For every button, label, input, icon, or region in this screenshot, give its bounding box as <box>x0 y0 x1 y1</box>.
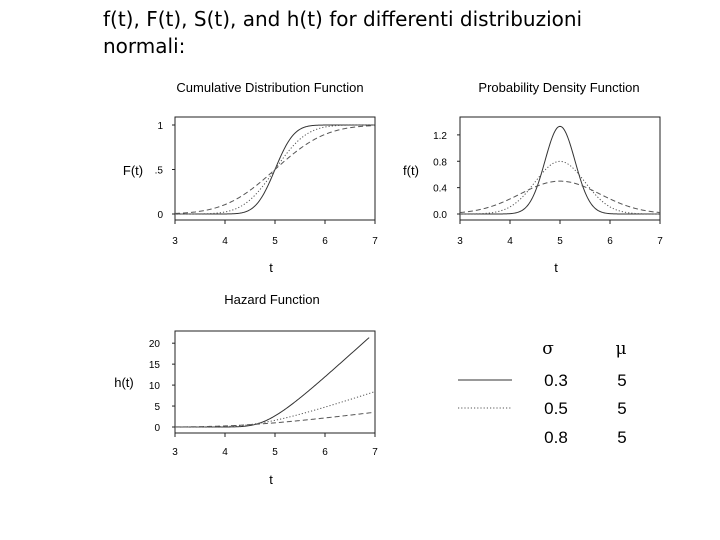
pdf-xtick-label: 7 <box>657 236 663 247</box>
hazard-plot-frame <box>174 330 376 434</box>
pdf-series-sigma-0_5 <box>460 160 660 215</box>
hazard-xtick-label: 4 <box>222 447 228 458</box>
hazard-series-sigma-0_5 <box>175 391 376 428</box>
cdf-xlabel: t <box>269 260 273 275</box>
slide-title: f(t), F(t), S(t), and h(t) for different… <box>103 7 583 58</box>
legend-sigma-header: σ <box>542 339 554 359</box>
hazard-title: Hazard Function <box>224 292 319 307</box>
cdf-ylabel: F(t) <box>123 163 143 178</box>
cdf-xtick-label: 7 <box>372 236 378 247</box>
hazard-xtick-label: 3 <box>172 447 178 458</box>
pdf-plot-frame <box>459 116 661 221</box>
cdf-series-sigma-0_5 <box>175 124 375 215</box>
pdf-ytick-label: 0.4 <box>433 184 447 195</box>
cdf-xtick-label: 4 <box>222 236 228 247</box>
cdf-ytick-label: 0 <box>157 210 163 221</box>
pdf-xtick-label: 3 <box>457 236 463 247</box>
cdf-xtick-label: 3 <box>172 236 178 247</box>
pdf-ylabel: f(t) <box>403 163 419 178</box>
cdf-ytick-label: .5 <box>155 166 164 177</box>
hazard-series-sigma-0_8 <box>174 411 376 428</box>
legend-mu-value: 5 <box>617 371 626 390</box>
pdf-xlabel: t <box>554 260 558 275</box>
hazard-xtick-label: 7 <box>372 447 378 458</box>
hazard-ylabel: h(t) <box>114 375 134 390</box>
hazard-ytick-label: 15 <box>149 360 161 371</box>
legend-sigma-value: 0.5 <box>544 399 568 418</box>
pdf-ytick-label: 0.0 <box>433 210 447 221</box>
pdf-xtick-label: 4 <box>507 236 513 247</box>
pdf-title: Probability Density Function <box>478 80 639 95</box>
hazard-ytick-label: 20 <box>149 339 161 350</box>
hazard-xlabel: t <box>269 472 273 487</box>
legend-mu-value: 5 <box>617 428 626 447</box>
cdf-xtick-label: 5 <box>272 236 278 247</box>
legend-sigma-value: 0.8 <box>544 428 568 447</box>
hazard-ytick-label: 5 <box>154 402 160 413</box>
hazard-xtick-label: 6 <box>322 447 328 458</box>
pdf-xtick-label: 6 <box>607 236 613 247</box>
legend-mu-value: 5 <box>617 399 626 418</box>
pdf-ytick-label: 0.8 <box>433 157 447 168</box>
cdf-title: Cumulative Distribution Function <box>176 80 363 95</box>
cdf-xtick-label: 6 <box>322 236 328 247</box>
pdf-series-sigma-0_8 <box>459 180 661 214</box>
hazard-ytick-label: 10 <box>149 381 161 392</box>
hazard-xtick-label: 5 <box>272 447 278 458</box>
pdf-ytick-label: 1.2 <box>433 131 447 142</box>
legend-mu-header: μ <box>615 339 626 359</box>
pdf-xtick-label: 5 <box>557 236 563 247</box>
cdf-series-sigma-0_8 <box>174 125 376 214</box>
legend-sigma-value: 0.3 <box>544 371 568 390</box>
cdf-ytick-label: 1 <box>157 121 163 132</box>
hazard-ytick-label: 0 <box>154 423 160 434</box>
hazard-series-sigma-0_3 <box>175 337 370 428</box>
pdf-series-sigma-0_3 <box>460 125 660 215</box>
